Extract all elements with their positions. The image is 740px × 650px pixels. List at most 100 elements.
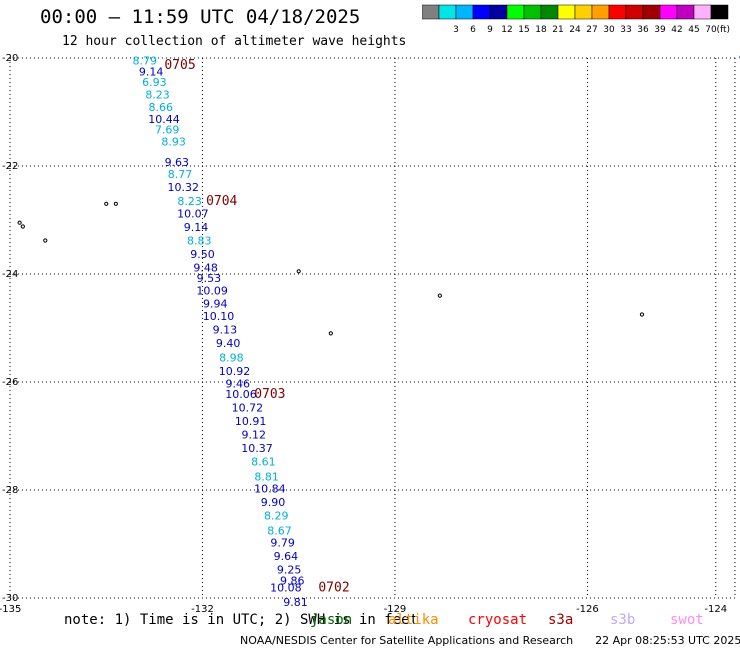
wave-height-label: 9.40 xyxy=(216,337,241,350)
wave-height-label: 9.50 xyxy=(190,248,215,261)
colorbar-tick-label: 27 xyxy=(586,25,597,35)
mission-label-s3a: s3a xyxy=(548,612,574,628)
mission-label-altika: altika xyxy=(388,612,439,628)
pass-time-label: 0704 xyxy=(206,194,237,209)
wave-height-label: 10.08 xyxy=(270,582,302,595)
wave-height-label: 10.32 xyxy=(167,181,199,194)
pass-time-label: 0702 xyxy=(318,581,349,596)
colorbar-tick-label: 12 xyxy=(501,25,512,35)
wave-height-label: 8.61 xyxy=(251,456,276,469)
wave-height-label: 9.64 xyxy=(274,550,299,563)
colorbar-tick-label: 42 xyxy=(671,25,682,35)
wave-height-label: 9.12 xyxy=(242,429,267,442)
colorbar-swatch xyxy=(608,4,627,20)
wave-height-label: 6.93 xyxy=(142,76,167,89)
island-marker xyxy=(437,293,442,298)
colorbar-swatch xyxy=(574,4,593,20)
wave-height-label: 8.29 xyxy=(264,510,289,523)
colorbar-swatch xyxy=(472,4,491,20)
colorbar-swatch xyxy=(710,4,729,20)
colorbar-tick-label: 36 xyxy=(637,25,649,35)
island-marker xyxy=(17,220,22,225)
colorbar-swatch xyxy=(506,4,525,20)
wave-height-label: 8.98 xyxy=(219,351,244,364)
pass-time-label: 0703 xyxy=(254,387,285,402)
colorbar-tick-label: 21 xyxy=(552,25,563,35)
colorbar-swatch xyxy=(557,4,576,20)
wave-height-label: 10.10 xyxy=(203,310,235,323)
map-grid xyxy=(9,57,736,599)
x-tick-label: -126 xyxy=(576,604,599,615)
wave-height-label: 8.93 xyxy=(161,135,186,148)
wave-height-label: 10.84 xyxy=(254,483,286,496)
wave-height-label: 8.79 xyxy=(132,54,157,67)
chart-title: 00:00 – 11:59 UTC 04/18/2025 xyxy=(40,6,361,28)
pass-time-label: 0705 xyxy=(164,58,195,73)
colorbar-tick-label: 6 xyxy=(470,25,476,35)
mission-label-jason: jason xyxy=(310,612,353,628)
wave-height-label: 8.81 xyxy=(254,470,279,483)
colorbar-swatch xyxy=(540,4,559,20)
island-markers xyxy=(17,201,645,336)
wave-height-label: 9.36 xyxy=(739,52,740,65)
colorbar-swatch xyxy=(489,4,508,20)
wave-height-label: 9.48 xyxy=(193,261,218,274)
wave-height-label: 9.14 xyxy=(184,221,209,234)
colorbar-unit: (ft) xyxy=(716,25,730,35)
wave-height-label: 9.14 xyxy=(139,65,164,78)
x-tick-label: -132 xyxy=(191,604,214,615)
x-tick-label: -124 xyxy=(704,604,727,615)
wave-height-label: 9.81 xyxy=(283,596,308,609)
mission-label-cryosat: cryosat xyxy=(468,612,528,628)
wave-height-label: 10.07 xyxy=(177,207,209,220)
island-marker xyxy=(296,269,301,274)
island-marker xyxy=(639,312,645,317)
wave-height-label: 9.86 xyxy=(280,575,305,588)
wave-height-label: 9.13 xyxy=(213,323,238,336)
wave-height-label: 8.66 xyxy=(149,101,174,114)
y-tick-label: -20 xyxy=(2,53,18,64)
colorbar-tick-label: 39 xyxy=(654,25,666,35)
map-axes: -135-132-129-126-123-124-20-22-24-26-28-… xyxy=(0,53,727,615)
colorbar-swatch xyxy=(422,4,440,20)
y-tick-label: -30 xyxy=(2,593,18,604)
colorbar-swatch xyxy=(438,4,457,20)
wave-height-label: 8.77 xyxy=(168,168,193,181)
footer-credit: NOAA/NESDIS Center for Satellite Applica… xyxy=(240,634,740,647)
wave-height-label: 9.90 xyxy=(261,496,286,509)
colorbar-swatch xyxy=(642,4,661,20)
colorbar-swatch xyxy=(659,4,678,20)
colorbar-swatch xyxy=(523,4,542,20)
wave-height-label: 10.92 xyxy=(219,365,251,378)
colorbar-tick-label: 18 xyxy=(535,25,547,35)
mission-label-s3b: s3b xyxy=(610,612,636,628)
wave-height-label: 9.79 xyxy=(270,537,295,550)
wave-height-label: 9.94 xyxy=(203,297,228,310)
wave-height-label: 9.63 xyxy=(165,156,190,169)
chart-subtitle: 12 hour collection of altimeter wave hei… xyxy=(62,34,407,49)
y-tick-label: -26 xyxy=(2,377,18,388)
colorbar-tick-label: 3 xyxy=(453,25,459,35)
wave-height-label: 10.37 xyxy=(241,442,273,455)
colorbar-tick-label: 24 xyxy=(569,25,581,35)
wave-height-label: 9.53 xyxy=(197,272,222,285)
wave-height-label: 8.23 xyxy=(145,89,170,102)
y-tick-label: -22 xyxy=(2,161,18,172)
island-marker xyxy=(43,238,48,243)
generated-timestamp: 22 Apr 08:25:53 UTC 2025 xyxy=(595,634,740,647)
track-west: 8.799.146.938.238.6610.447.698.939.638.7… xyxy=(132,54,349,609)
wave-height-label: 9.25 xyxy=(277,564,302,577)
x-tick-label: -129 xyxy=(384,604,407,615)
footer-note: note: 1) Time is in UTC; 2) SWH is in fe… xyxy=(64,612,419,628)
colorbar-swatch xyxy=(676,4,695,20)
wave-height-label: 10.44 xyxy=(148,113,180,126)
wave-height-label: 7.69 xyxy=(155,124,180,137)
wave-height-label: 9.46 xyxy=(226,377,251,390)
wave-height-label: 10.09 xyxy=(196,285,228,298)
y-tick-label: -28 xyxy=(2,485,18,496)
colorbar-tick-label: 9 xyxy=(487,25,493,35)
y-tick-label: -24 xyxy=(2,269,18,280)
colorbar-legend: 3 6 9 12 15 18 21 24 27 30 33 36 39 42 45 70 (ft) xyxy=(422,4,730,35)
x-tick-label: -135 xyxy=(0,604,21,615)
